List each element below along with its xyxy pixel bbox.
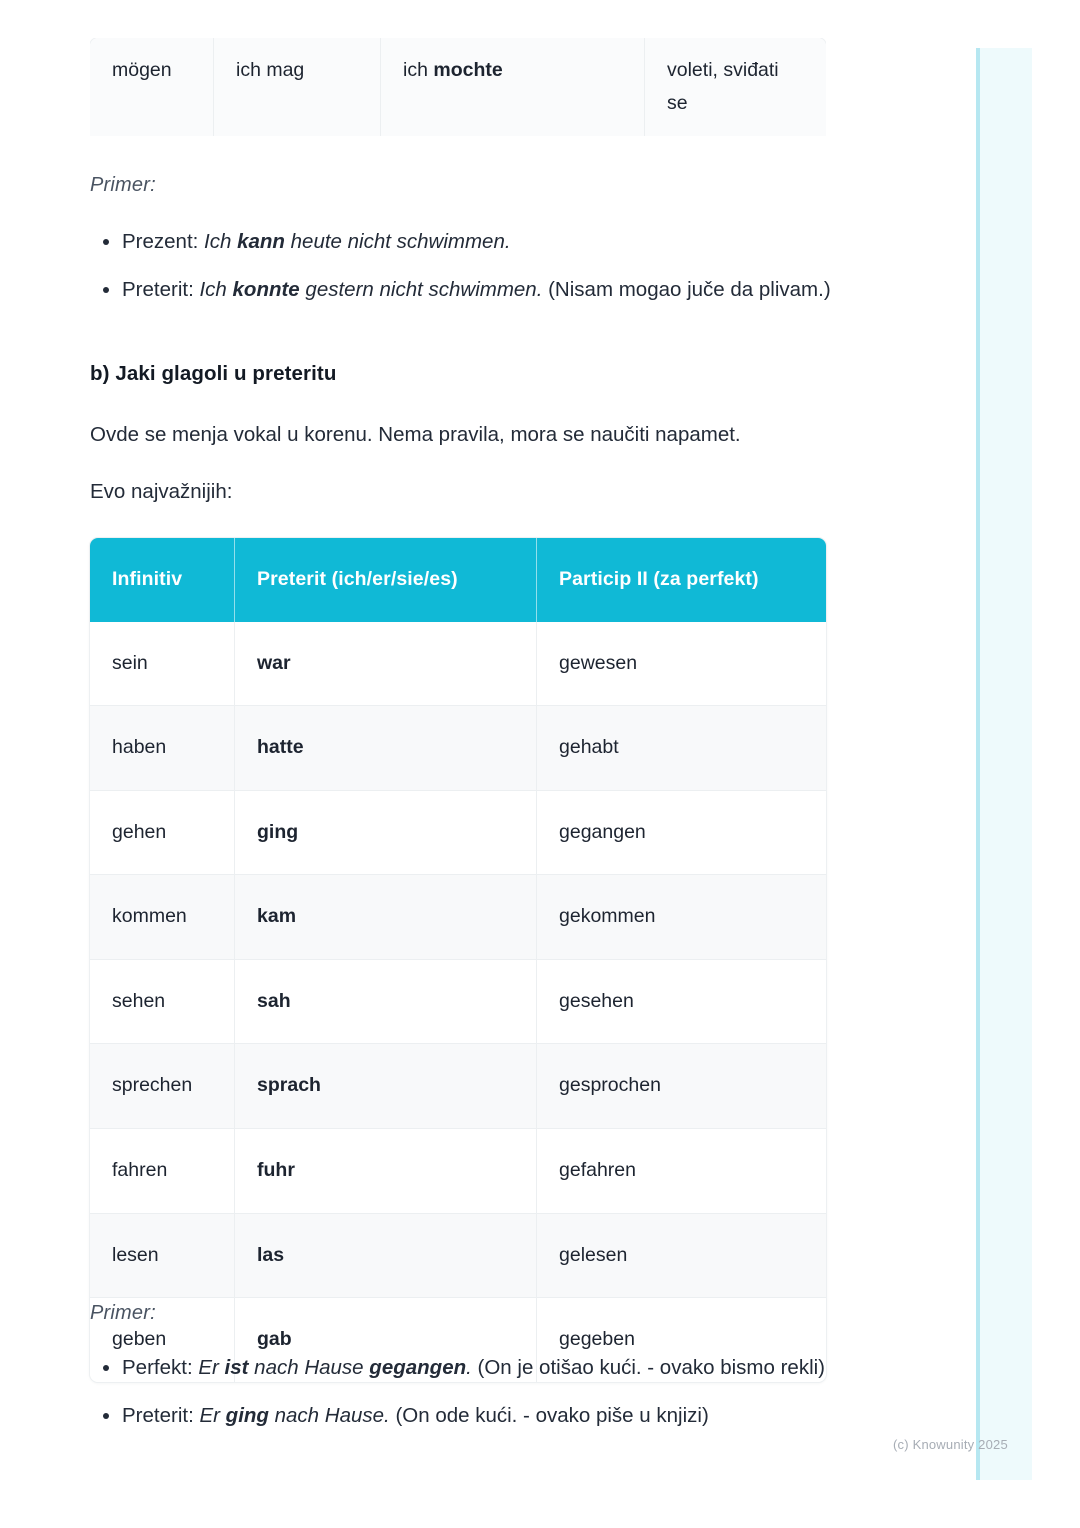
column-header-infinitiv: Infinitiv [90,538,235,622]
list-item: Perfekt: Er ist nach Hause gegangen. (On… [90,1352,850,1384]
column-header-preterit: Preterit (ich/er/sie/es) [235,538,537,622]
preterit-value: sprach [257,1074,321,1097]
cell-infinitiv: kommen [90,875,235,960]
cell-infinitiv: sprechen [90,1044,235,1130]
bullet-italic-pre: Er [198,1356,225,1379]
cell-preterit: ging [235,790,537,876]
cell-infinitiv: sehen [90,959,235,1045]
preterit-value: ging [257,820,299,843]
section-subheading: b) Jaki glagoli u preteritu [90,362,337,385]
bullet-italic-mid: nach Hause [248,1356,370,1379]
cell-particip: gehabt [537,706,826,791]
table-header-row: Infinitiv Preterit (ich/er/sie/es) Parti… [90,538,826,622]
list-item: Prezent: Ich kann heute nicht schwimmen. [90,226,850,258]
page-side-strip [976,48,1032,1480]
table-row: sehen sah gesehen [90,959,826,1045]
bullet-bold-italic-2: gegangen [369,1356,467,1379]
table-row: mögen ich mag ich mochte voleti, sviđati… [90,38,826,136]
cell-particip: gesehen [537,959,826,1045]
copyright-watermark: (c) Knowunity 2025 [893,1437,1008,1452]
bullet-lead: Perfekt: [122,1356,199,1379]
cell-particip: gelesen [537,1213,826,1299]
bullet-italic-pre: Ich [204,230,238,253]
bullet-italic-post: heute nicht schwimmen. [284,230,511,253]
bullet-italic-post: gestern nicht schwimmen. [299,277,543,301]
table-row: lesen las gelesen [90,1213,826,1299]
cell-particip: gegangen [537,790,826,876]
preterit-value: sah [257,989,291,1012]
cell-infinitiv: gehen [90,790,235,876]
cell-infinitiv: geben [90,1298,235,1382]
preterit-value: kam [257,905,297,928]
bullet-bold-italic: ist [224,1356,249,1379]
bullet-lead: Prezent: [122,230,205,253]
examples-list-2: Perfekt: Er ist nach Hause gegangen. (On… [90,1352,850,1448]
bullet-tail: (On je otišao kući. - ovako bismo rekli) [471,1356,826,1379]
table-row: fahren fuhr gefahren [90,1129,826,1214]
body-paragraph-1: Ovde se menja vokal u korenu. Nema pravi… [90,423,741,446]
table-row: sein war gewesen [90,621,826,707]
table-row: kommen kam gekommen [90,875,826,960]
strong-verbs-table-wrapper: Infinitiv Preterit (ich/er/sie/es) Parti… [90,538,826,1382]
preterit-value: gab [257,1328,292,1351]
cell-preterit: ich mochte [381,38,645,136]
cell-preterit: sah [235,959,537,1045]
table-row: haben hatte gehabt [90,706,826,791]
cell-particip: gesprochen [537,1044,826,1130]
cell-prezent: ich mag [214,38,381,136]
bullet-tail: (Nisam mogao juče da plivam.) [542,277,831,301]
bullet-bold-italic: ging [225,1403,269,1427]
continued-table-wrapper: mögen ich mag ich mochte voleti, sviđati… [90,38,826,136]
table-row: geben gab gegeben [90,1298,826,1382]
preterit-value: las [257,1243,285,1266]
preterit-prefix: ich [403,59,434,81]
cell-infinitiv: fahren [90,1129,235,1214]
bullet-lead: Preterit: [122,277,200,301]
cell-preterit: gab [235,1298,537,1382]
body-paragraph-2: Evo najvažnijih: [90,480,233,503]
cell-infinitiv: mögen [90,38,214,136]
cell-preterit: las [235,1213,537,1299]
cell-preterit: kam [235,875,537,960]
examples-list-1: Prezent: Ich kann heute nicht schwimmen.… [90,226,850,322]
list-item: Preterit: Ich konnte gestern nicht schwi… [90,274,850,306]
bullet-italic-mid: nach Hause. [268,1403,390,1427]
bullet-tail: (On ode kući. - ovako piše u knjizi) [389,1403,709,1427]
cell-preterit: sprach [235,1044,537,1130]
cell-preterit: hatte [235,706,537,791]
cell-znacenje: voleti, sviđati se [645,38,826,136]
cell-infinitiv: haben [90,706,235,791]
bullet-bold-italic: kann [237,230,285,253]
strong-verbs-table: Infinitiv Preterit (ich/er/sie/es) Parti… [90,538,826,1382]
cell-particip: gewesen [537,621,826,707]
cell-particip: gefahren [537,1129,826,1214]
preterit-value: war [257,651,291,674]
primer-label-1: Primer: [90,174,156,196]
bullet-bold-italic: konnte [232,277,300,301]
continued-modal-verbs-table: mögen ich mag ich mochte voleti, sviđati… [90,38,826,136]
column-header-particip: Particip II (za perfekt) [537,538,826,622]
bullet-italic-pre: Ich [199,277,233,301]
cell-particip: gegeben [537,1298,826,1382]
cell-particip: gekommen [537,875,826,960]
table-row: gehen ging gegangen [90,790,826,876]
primer-label-2: Primer: [90,1302,156,1324]
bullet-italic-pre: Er [199,1403,226,1427]
preterit-value: hatte [257,736,304,759]
bullet-italic-post: . [466,1356,472,1379]
table-row: sprechen sprach gesprochen [90,1044,826,1130]
strong-verbs-table-body: sein war gewesen haben hatte gehabt gehe… [90,621,826,1382]
cell-preterit: fuhr [235,1129,537,1214]
cell-preterit: war [235,621,537,707]
preterit-value: fuhr [257,1159,295,1182]
cell-infinitiv: lesen [90,1213,235,1299]
bullet-lead: Preterit: [122,1403,200,1427]
list-item: Preterit: Er ging nach Hause. (On ode ku… [90,1400,850,1432]
cell-infinitiv: sein [90,621,235,707]
preterit-bold: mochte [433,59,503,81]
